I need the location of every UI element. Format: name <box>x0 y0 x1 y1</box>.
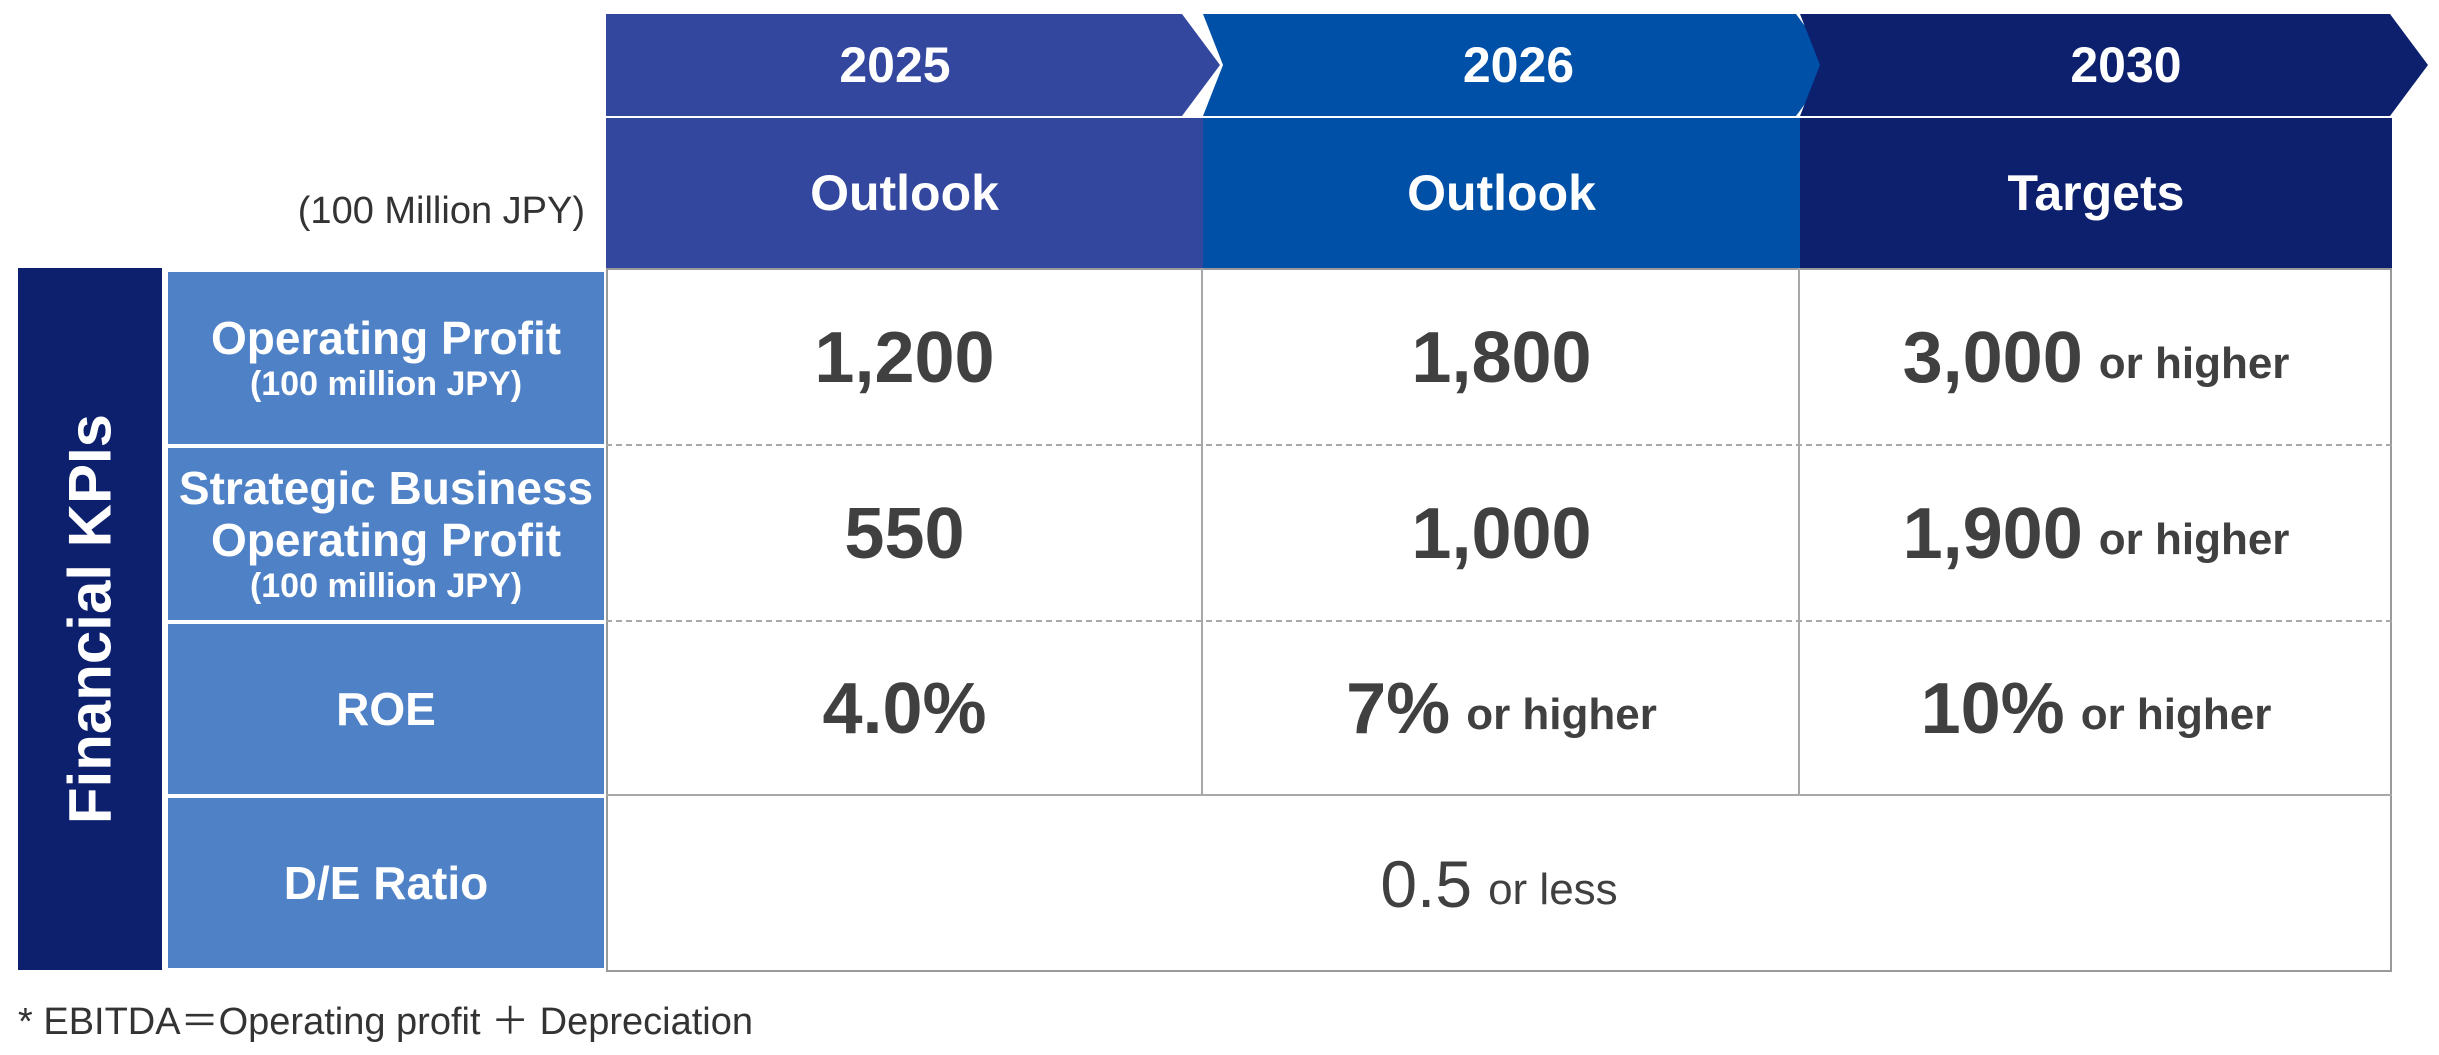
column-header-2030: Targets <box>1800 118 2392 268</box>
cell-value: 1,800 <box>1411 318 1592 398</box>
row-divider <box>606 794 2392 796</box>
table-cell: 550 <box>606 448 1203 620</box>
row-sub-label: (100 million JPY) <box>249 364 523 403</box>
column-divider <box>1201 268 1203 794</box>
table-cell: 10% or higher <box>1800 624 2392 794</box>
table-cell: 1,200 <box>606 272 1203 444</box>
cell-value: 1,200 <box>814 318 995 398</box>
cell-suffix: or higher <box>1466 690 1657 739</box>
side-label: Financial KPIs <box>56 413 124 825</box>
side-label-panel: Financial KPIs <box>18 268 162 970</box>
cell-value: 1,900 <box>1902 494 2083 574</box>
row-header-strategic-business-operating-profit: Strategic Business Operating Profit (100… <box>168 448 604 620</box>
table-cell: 1,000 <box>1203 448 1800 620</box>
year-label: 2025 <box>839 37 951 93</box>
cell-suffix: or higher <box>2080 690 2272 739</box>
cell-suffix: or higher <box>2098 339 2290 388</box>
row-label: D/E Ratio <box>283 856 489 909</box>
cell-value: 4.0% <box>822 669 987 749</box>
cell-value: 1,000 <box>1411 494 1592 574</box>
cell-suffix: or less <box>1488 865 1618 914</box>
year-label: 2030 <box>2070 37 2182 93</box>
row-header-roe: ROE <box>168 624 604 794</box>
row-label: ROE <box>336 682 436 735</box>
row-header-operating-profit: Operating Profit (100 million JPY) <box>168 272 604 444</box>
year-label: 2026 <box>1462 37 1575 93</box>
cell-value: 3,000 <box>1902 318 2083 398</box>
table-cell-merged: 0.5 or less <box>606 798 2392 970</box>
table-cell: 1,900 or higher <box>1800 448 2392 620</box>
row-label: Strategic Business <box>178 461 594 514</box>
cell-value: 7% <box>1346 669 1451 749</box>
table-cell: 1,800 <box>1203 272 1800 444</box>
row-sub-label: (100 million JPY) <box>249 567 523 606</box>
year-banner-2026: 2026 <box>1203 14 1834 116</box>
year-banner-2030: 2030 <box>1800 14 2428 116</box>
year-banner-2025: 2025 <box>606 14 1220 116</box>
column-header-2026: Outlook <box>1203 118 1800 268</box>
row-divider <box>606 620 2392 622</box>
cell-value: 0.5 <box>1380 847 1473 921</box>
cell-value: 550 <box>844 494 965 574</box>
column-header-2025: Outlook <box>606 118 1203 268</box>
unit-note: (100 Million JPY) <box>297 190 585 232</box>
column-divider <box>1798 268 1800 794</box>
table-cell: 7% or higher <box>1203 624 1800 794</box>
table-cell: 3,000 or higher <box>1800 272 2392 444</box>
row-label: Operating Profit <box>210 312 562 364</box>
cell-value: 10% <box>1920 669 2065 749</box>
cell-suffix: or higher <box>2098 515 2290 564</box>
row-label: Operating Profit <box>210 514 562 567</box>
row-header-de-ratio: D/E Ratio <box>168 798 604 968</box>
table-cell: 4.0% <box>606 624 1203 794</box>
footnote: * EBITDA＝Operating profit ＋ Depreciation <box>18 1001 753 1043</box>
row-divider <box>606 444 2392 446</box>
